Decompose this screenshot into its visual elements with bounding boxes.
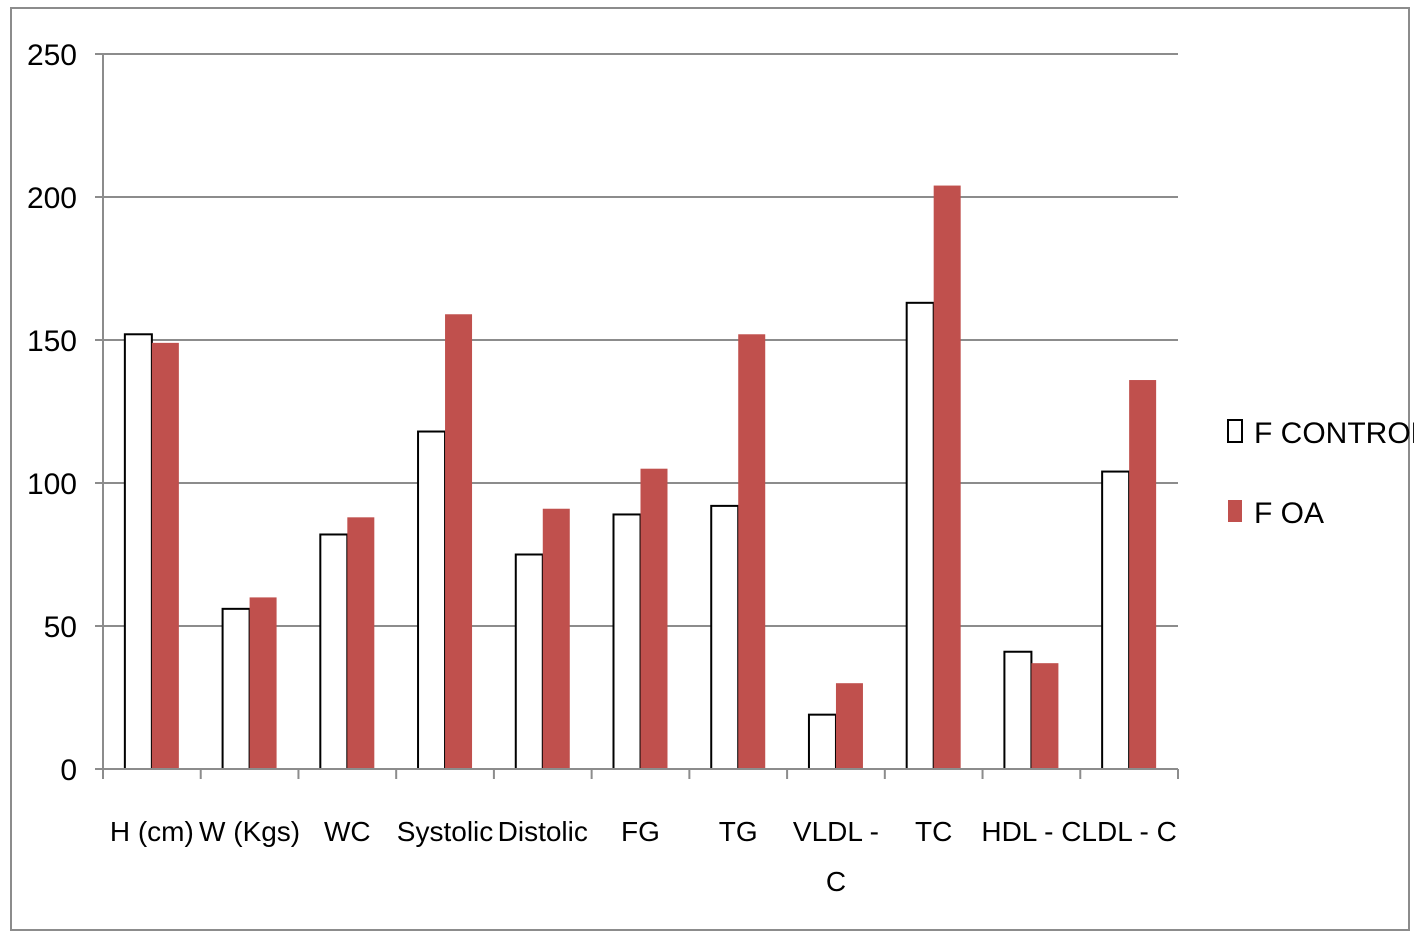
x-category-label: Distolic (498, 816, 588, 847)
bar-f-control (807, 713, 837, 770)
x-category-label: HDL - C (981, 816, 1081, 847)
bar-f-oa (249, 597, 277, 769)
bar-f-control (1101, 470, 1131, 770)
bar-f-oa (151, 342, 179, 769)
y-tick-label: 100 (27, 468, 77, 501)
chart-frame (10, 7, 1410, 931)
x-category-label: FG (621, 816, 660, 847)
bar-f-oa (1129, 380, 1157, 769)
x-category-label: TC (915, 816, 952, 847)
legend-swatch-f-control (1227, 419, 1243, 443)
bar-f-control (417, 430, 447, 770)
axis-labels: 0 50 100 150 200 250 H (cm) W (Kgs) WC Systolic Di… (27, 39, 1177, 897)
y-tick-label: 150 (27, 325, 77, 358)
x-category-label: WC (324, 816, 371, 847)
bar-f-oa (738, 334, 766, 769)
legend-swatch-f-oa (1228, 500, 1242, 522)
x-category-label: LDL - C (1081, 816, 1176, 847)
x-category-label: Systolic (397, 816, 493, 847)
x-category-label: W (Kgs) (199, 816, 300, 847)
bar-f-control (1003, 650, 1033, 770)
bar-f-oa (542, 508, 570, 769)
y-tick-label: 250 (27, 39, 77, 72)
legend: F CONTROL F OA (1227, 417, 1414, 530)
legend-label-f-oa: F OA (1254, 497, 1324, 530)
bar-f-oa (933, 185, 961, 769)
bars (123, 185, 1157, 771)
bar-f-oa (640, 468, 668, 769)
bar-f-control (612, 513, 642, 771)
x-category-label: TG (719, 816, 758, 847)
y-tick-label: 200 (27, 182, 77, 215)
x-category-label: C (826, 866, 846, 897)
bar-f-control (123, 333, 153, 770)
legend-label-f-control: F CONTROL (1254, 417, 1414, 450)
bar-f-oa (445, 314, 473, 769)
x-category-label: VLDL - (793, 816, 879, 847)
y-tick-label: 0 (60, 754, 77, 787)
x-category-label: H (cm) (110, 816, 194, 847)
bar-f-oa (835, 683, 863, 769)
bar-f-oa (347, 517, 375, 769)
bar-f-control (905, 301, 935, 770)
y-tick-label: 50 (44, 611, 77, 644)
bar-f-control (319, 533, 349, 770)
bar-f-control (514, 553, 544, 770)
axes (95, 53, 1179, 779)
bar-f-oa (1031, 663, 1059, 769)
bar-f-control (710, 504, 740, 770)
bar-f-control (221, 607, 251, 771)
